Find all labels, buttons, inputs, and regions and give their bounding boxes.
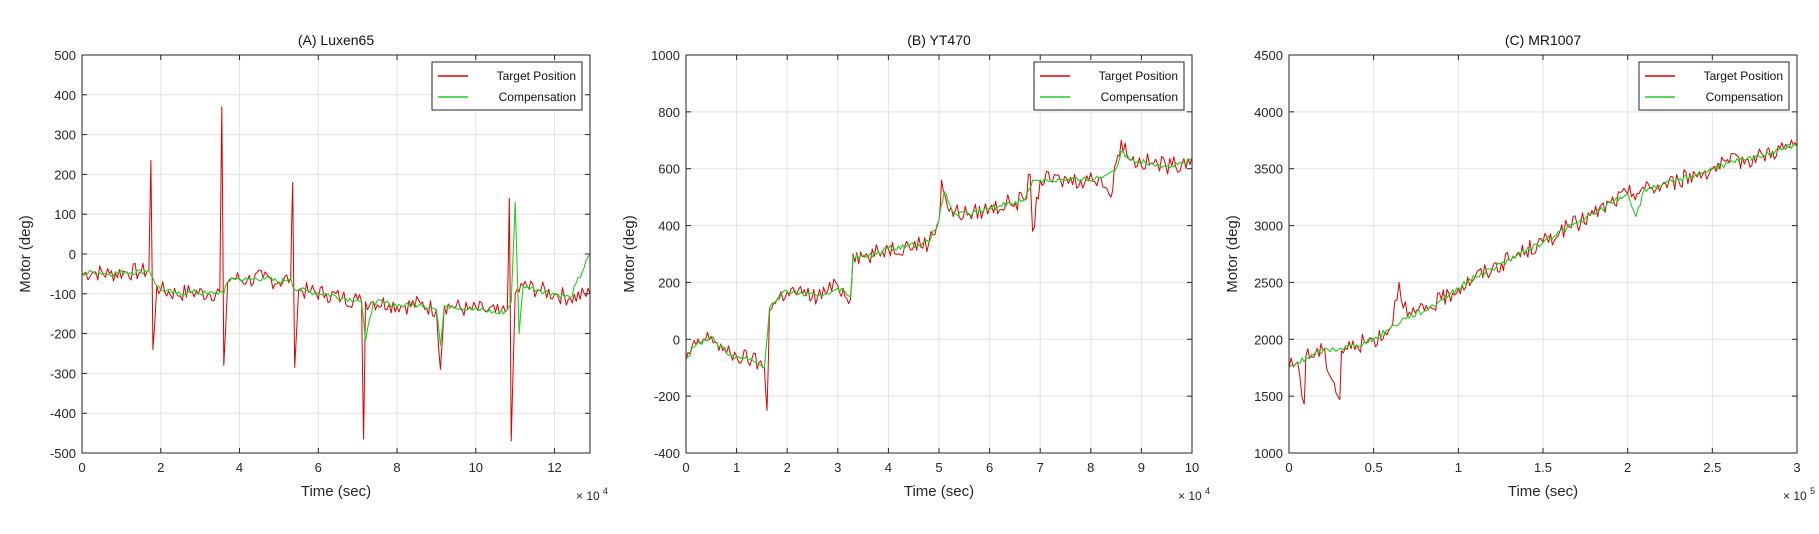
x-tick-label: 0 [1285,460,1292,475]
x-tick-label: 8 [1087,460,1094,475]
y-tick-label: -300 [50,366,76,381]
series-line-compensation [1289,143,1797,369]
y-tick-label: 3500 [1254,162,1283,177]
x-exponent-power: 4 [603,486,608,496]
x-tick-label: 4 [885,460,892,475]
y-tick-label: 400 [54,88,76,103]
y-tick-label: -200 [654,389,680,404]
y-tick-label: -400 [50,406,76,421]
y-tick-label: 400 [658,219,680,234]
x-tick-label: 3 [1793,460,1800,475]
chart-title: (C) MR1007 [1505,32,1581,48]
y-tick-label: 3000 [1254,219,1283,234]
x-tick-label: 9 [1138,460,1145,475]
x-tick-label: 5 [935,460,942,475]
x-tick-label: 1 [733,460,740,475]
x-exponent-label: × 10 [576,489,600,503]
y-tick-label: 1000 [1254,446,1283,461]
x-exponent-label: × 10 [1783,489,1807,503]
x-tick-label: 1 [1455,460,1462,475]
chart-panel-1: 0 1 2 3 4 5 6 7 8 9 10 -400 -200 0 200 400 600 800 1000 (B)… [621,32,1210,503]
x-axis-label: Time (sec) [301,483,371,500]
legend-entry: Target Position [497,69,576,83]
x-tick-label: 2.5 [1703,460,1721,475]
x-tick-label: 10 [1185,460,1199,475]
x-tick-label: 3 [834,460,841,475]
y-tick-label: -500 [50,446,76,461]
y-axis-label: Motor (deg) [17,215,34,293]
chart-panel-2: 0 0.5 1 1.5 2 2.5 3 1000 1500 2000 2500 3000 3500 400… [1224,32,1815,503]
y-axis-label: Motor (deg) [621,215,638,293]
x-tick-label: 2 [157,460,164,475]
legend-box [1638,61,1790,111]
chart-title: (A) Luxen65 [298,32,374,48]
legend-entry: Target Position [1704,69,1783,83]
legend: Target Position Compensation [1638,61,1790,111]
x-tick-label: 7 [1037,460,1044,475]
x-tick-label: 0 [78,460,85,475]
x-tick-label: 2 [784,460,791,475]
legend-entry: Compensation [499,90,576,104]
x-tick-label: 0 [682,460,689,475]
x-tick-label: 6 [315,460,322,475]
chart-title: (B) YT470 [907,32,971,48]
y-tick-label: 0 [69,247,76,262]
y-axis-label: Motor (deg) [1224,215,1241,293]
legend-box [1033,61,1185,111]
series-group [1289,139,1797,405]
y-tick-label: 600 [658,162,680,177]
x-axis-label: Time (sec) [904,483,974,500]
x-axis-label: Time (sec) [1508,483,1578,500]
y-tick-label: -200 [50,327,76,342]
y-tick-label: 100 [54,207,76,222]
series-line-target-position [82,106,590,442]
x-tick-label: 0.5 [1365,460,1383,475]
y-tick-label: 800 [658,105,680,120]
y-tick-label: 500 [54,48,76,63]
series-line-compensation [82,201,590,347]
y-tick-label: 200 [658,275,680,290]
x-tick-label: 12 [547,460,561,475]
x-tick-label: 1.5 [1534,460,1552,475]
y-tick-label: -100 [50,287,76,302]
x-exponent-power: 4 [1205,486,1210,496]
series-line-compensation [686,149,1192,369]
y-tick-label: 2000 [1254,332,1283,347]
x-exponent-power: 5 [1810,486,1815,496]
y-tick-label: 2500 [1254,275,1283,290]
series-group [686,139,1192,411]
chart-panel-0: 0 2 4 6 8 10 12 -500 -400 -300 -200 -100 0 100 200 300 4… [17,32,608,503]
x-tick-label: 6 [986,460,993,475]
legend-box [431,61,583,111]
x-tick-label: 4 [236,460,243,475]
series-group [82,106,590,442]
x-tick-label: 2 [1624,460,1631,475]
x-exponent-label: × 10 [1178,489,1202,503]
x-tick-label: 8 [393,460,400,475]
y-tick-label: 300 [54,128,76,143]
legend-entry: Compensation [1101,90,1178,104]
y-tick-label: 0 [673,332,680,347]
legend-entry: Target Position [1099,69,1178,83]
y-tick-label: 1500 [1254,389,1283,404]
y-tick-label: -400 [654,446,680,461]
y-tick-label: 4000 [1254,105,1283,120]
legend-entry: Compensation [1706,90,1783,104]
y-tick-label: 1000 [651,48,680,63]
x-tick-label: 10 [469,460,483,475]
y-tick-label: 200 [54,167,76,182]
legend: Target Position Compensation [431,61,583,111]
y-tick-label: 4500 [1254,48,1283,63]
legend: Target Position Compensation [1033,61,1185,111]
